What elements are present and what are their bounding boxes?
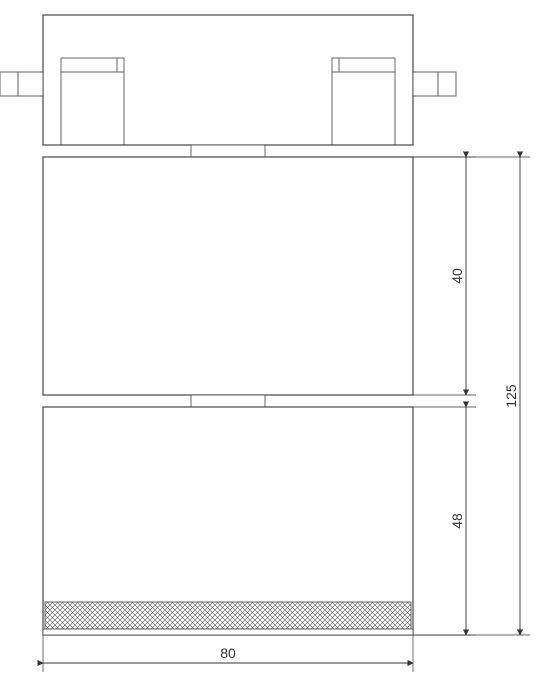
dimension-125: 125 <box>413 157 530 635</box>
dimension-80: 80 <box>43 635 413 672</box>
dimension-40: 40 <box>413 157 476 395</box>
top-view-body <box>43 15 413 145</box>
connector-mid-bottom <box>191 395 265 407</box>
dimension-125-label: 125 <box>503 384 519 408</box>
dimension-80-label: 80 <box>220 645 236 661</box>
dimension-48-label: 48 <box>449 513 465 529</box>
top-view-left-peg <box>0 72 43 96</box>
mid-view-body <box>43 157 413 395</box>
bottom-view-mesh <box>45 602 411 629</box>
bottom-view <box>43 407 413 635</box>
connector-top-mid <box>191 145 265 157</box>
dimension-48: 48 <box>413 407 476 635</box>
bottom-view-baseplate <box>43 629 413 635</box>
dimension-40-label: 40 <box>449 268 465 284</box>
top-view-right-peg <box>413 72 456 96</box>
technical-drawing: 80 40 48 125 <box>0 0 543 690</box>
